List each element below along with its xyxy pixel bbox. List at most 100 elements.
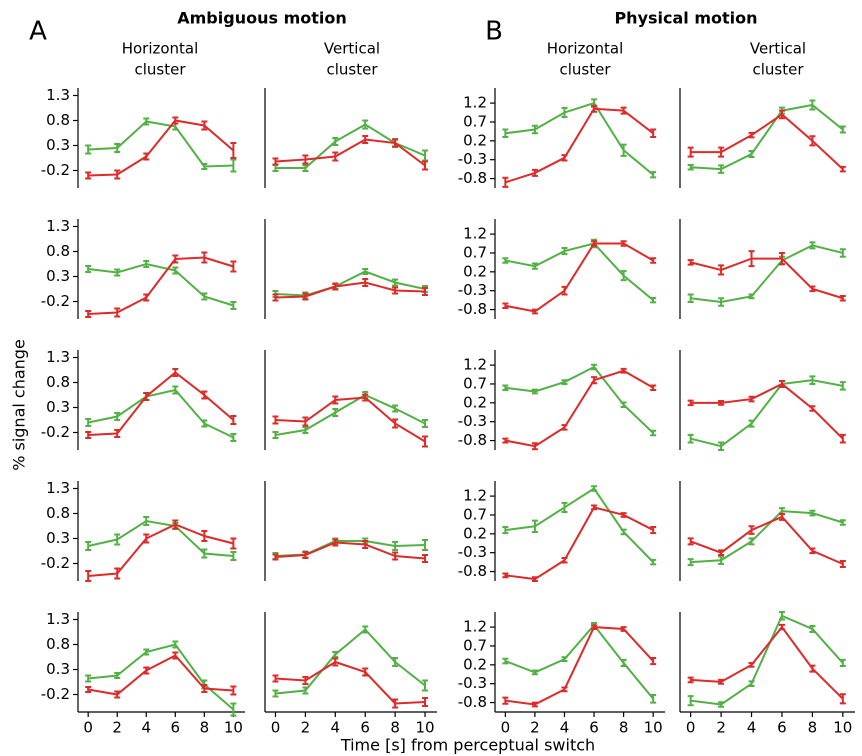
- error-bar: [718, 701, 725, 708]
- error-bar: [302, 686, 309, 695]
- x-tick-label: 0: [83, 719, 93, 737]
- x-tick-label: 6: [589, 719, 599, 737]
- series-line: [275, 281, 426, 299]
- error-bar: [778, 611, 785, 621]
- error-bar: [531, 442, 538, 451]
- y-tick-label: -0.2: [41, 554, 70, 572]
- error-bar: [332, 408, 339, 417]
- error-bar: [230, 685, 237, 696]
- error-bar: [392, 278, 399, 287]
- error-bar: [718, 264, 725, 276]
- error-bar: [362, 278, 369, 287]
- error-bar: [748, 525, 755, 535]
- error-bar: [620, 367, 627, 374]
- error-bar: [839, 294, 846, 302]
- y-tick-label: 0.2: [463, 524, 487, 542]
- column-title: Horizontal: [547, 40, 624, 58]
- error-bar: [718, 164, 725, 174]
- error-bar: [591, 624, 598, 630]
- y-tick-label: 0.2: [463, 655, 487, 673]
- error-bar: [531, 519, 538, 533]
- x-tick-label: 10: [415, 719, 434, 737]
- x-tick-label: 0: [501, 719, 511, 737]
- error-bar: [85, 265, 92, 273]
- error-bar: [332, 395, 339, 405]
- x-tick-label: 6: [360, 719, 370, 737]
- y-tick-label: 0.7: [463, 505, 487, 523]
- error-bar: [809, 135, 816, 147]
- y-tick-label: 0.2: [463, 131, 487, 149]
- x-tick-label: 4: [331, 719, 341, 737]
- error-bar: [531, 262, 538, 270]
- error-bar: [839, 433, 846, 444]
- error-bar: [778, 109, 785, 120]
- error-bar: [114, 567, 121, 580]
- error-bar: [362, 625, 369, 634]
- error-bar: [561, 501, 568, 513]
- error-bar: [272, 553, 279, 561]
- error-bar: [620, 401, 627, 408]
- error-bar: [272, 415, 279, 425]
- error-bar: [778, 251, 785, 266]
- y-tick-label: -0.3: [458, 281, 487, 299]
- error-bar: [591, 376, 598, 385]
- error-bar: [687, 163, 694, 171]
- y-tick-label: 0.2: [463, 262, 487, 280]
- error-bar: [748, 537, 755, 546]
- error-bar: [362, 540, 369, 549]
- error-bar: [650, 128, 657, 139]
- panel-label: A: [29, 17, 47, 47]
- series-line: [275, 541, 426, 560]
- error-bar: [561, 686, 568, 693]
- y-tick-label: -0.8: [458, 300, 487, 318]
- x-tick-label: 10: [644, 719, 663, 737]
- y-tick-label: 1.2: [463, 487, 487, 505]
- error-bar: [114, 533, 121, 546]
- error-bar: [748, 419, 755, 428]
- error-bar: [85, 570, 92, 582]
- column-title: cluster: [559, 61, 611, 79]
- error-bar: [85, 674, 92, 683]
- error-bar: [172, 254, 179, 264]
- series-line: [690, 382, 844, 440]
- error-bar: [272, 689, 279, 698]
- error-bar: [85, 431, 92, 439]
- error-bar: [201, 684, 208, 693]
- error-bar: [143, 666, 150, 675]
- error-bar: [687, 695, 694, 707]
- error-bar: [272, 293, 279, 302]
- error-bar: [650, 558, 657, 566]
- x-tick-label: 0: [686, 719, 696, 737]
- error-bar: [809, 99, 816, 111]
- error-bar: [687, 146, 694, 158]
- error-bar: [620, 270, 627, 282]
- error-bar: [143, 117, 150, 126]
- error-bar: [650, 296, 657, 304]
- series-line: [505, 487, 654, 563]
- y-tick-label: -0.3: [458, 543, 487, 561]
- y-tick-label: -0.2: [41, 685, 70, 703]
- error-bar: [809, 285, 816, 293]
- error-bar: [422, 287, 429, 296]
- x-tick-label: 2: [716, 719, 726, 737]
- error-bar: [143, 648, 150, 656]
- error-bar: [332, 282, 339, 291]
- y-tick-label: 0.3: [46, 529, 70, 547]
- error-bar: [302, 292, 309, 301]
- x-tick-label: 4: [560, 719, 570, 737]
- x-tick-label: 6: [171, 719, 181, 737]
- error-bar: [143, 293, 150, 302]
- y-tick-label: 0.3: [46, 136, 70, 154]
- error-bar: [531, 576, 538, 582]
- error-bar: [172, 519, 179, 530]
- error-bar: [422, 697, 429, 707]
- error-bar: [172, 651, 179, 660]
- series-line: [690, 510, 844, 564]
- error-bar: [422, 435, 429, 448]
- error-bar: [201, 548, 208, 559]
- error-bar: [591, 485, 598, 492]
- error-bar: [392, 541, 399, 551]
- error-bar: [650, 257, 657, 264]
- error-bar: [272, 431, 279, 439]
- y-tick-label: 0.8: [46, 373, 70, 391]
